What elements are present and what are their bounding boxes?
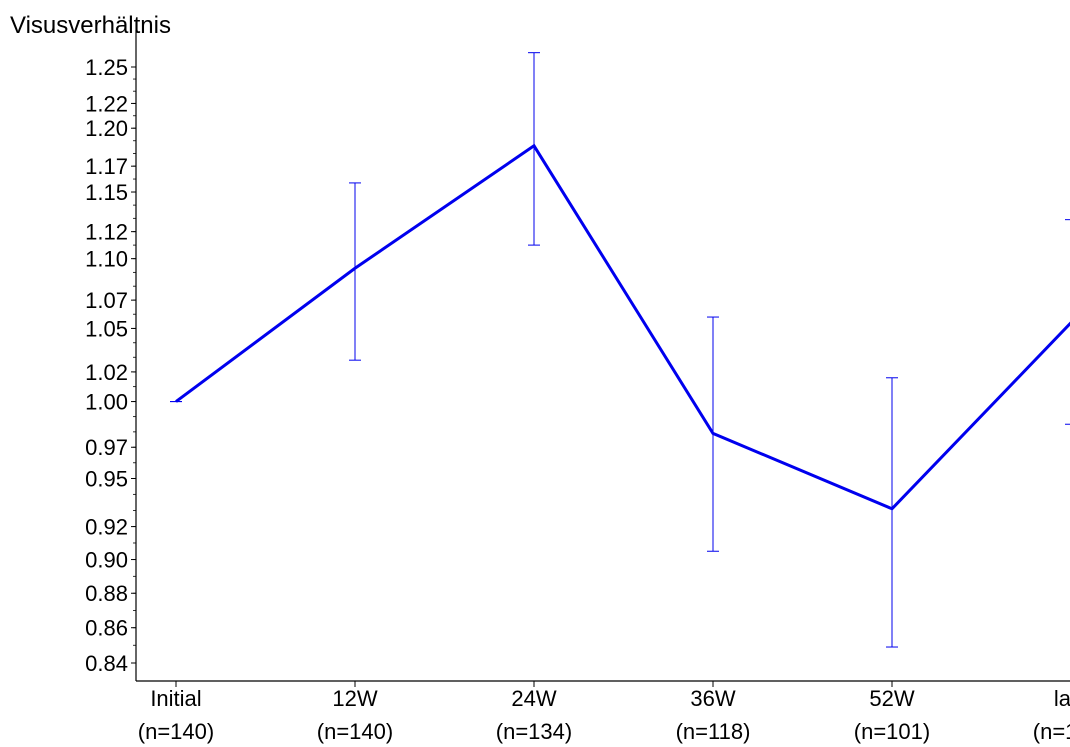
y-tick-label: 0.95: [85, 466, 128, 491]
y-tick-label: 1.05: [85, 316, 128, 341]
y-tick-label: 1.07: [85, 288, 128, 313]
y-tick-label: 0.88: [85, 581, 128, 606]
x-tick-label: 24W: [511, 686, 556, 711]
y-tick-label: 1.00: [85, 390, 128, 415]
x-tick-label: last: [1054, 686, 1070, 711]
x-tick-label: 52W: [869, 686, 914, 711]
x-tick-label: 12W: [332, 686, 377, 711]
x-tick-sublabel: (n=101): [854, 719, 930, 744]
series-line: [175, 143, 1070, 511]
x-tick-sublabel: (n=140): [138, 719, 214, 744]
y-tick-label: 0.86: [85, 616, 128, 641]
y-tick-label: 0.90: [85, 548, 128, 573]
y-tick-label: 1.02: [85, 360, 128, 385]
y-tick-label: 1.22: [85, 91, 128, 116]
y-tick-label: 0.92: [85, 515, 128, 540]
y-tick-label: 1.25: [85, 55, 128, 80]
y-tick-label: 1.12: [85, 220, 128, 245]
y-tick-label: 0.97: [85, 435, 128, 460]
x-tick-sublabel: (n=118): [676, 719, 751, 744]
x-tick-label: Initial: [150, 686, 201, 711]
x-tick-sublabel: (n=140): [317, 719, 393, 744]
x-tick-sublabel: (n=140): [1033, 719, 1070, 744]
y-tick-label: 0.84: [85, 651, 128, 676]
y-tick-label: 1.17: [85, 154, 128, 179]
x-tick-label: 36W: [690, 686, 735, 711]
y-axis-title: Visusverhältnis: [10, 12, 171, 39]
y-tick-label: 1.15: [85, 180, 128, 205]
x-tick-sublabel: (n=134): [496, 719, 572, 744]
y-tick-label: 1.10: [85, 247, 128, 272]
y-tick-label: 1.20: [85, 116, 128, 141]
